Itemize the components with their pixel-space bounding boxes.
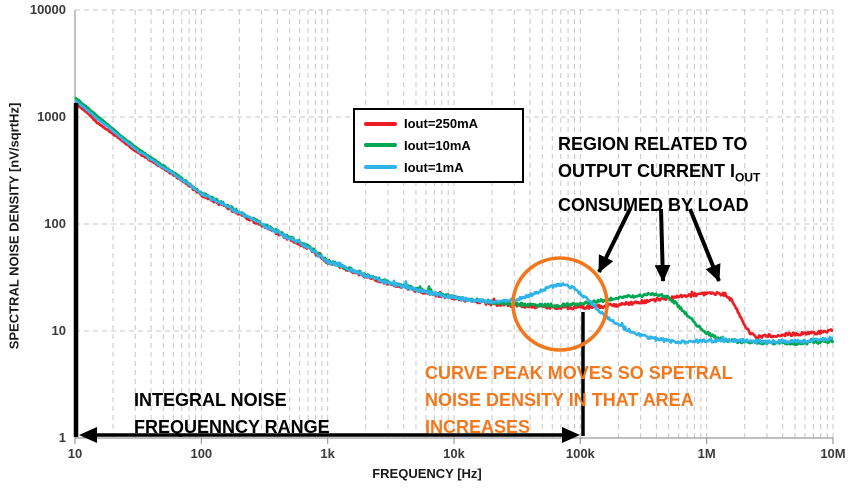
x-axis-title: FREQUENCY [Hz] <box>372 466 482 481</box>
region-annotation-line3: CONSUMED BY LOAD <box>558 194 749 215</box>
legend-swatch-10mA <box>364 143 397 148</box>
x-tick-label: 1M <box>697 446 716 461</box>
series-line-Iout=1mA <box>74 98 834 345</box>
integral-note-line1: INTEGRAL NOISE <box>134 390 287 410</box>
x-tick-label: 100 <box>190 446 213 461</box>
axis-ticks <box>74 438 834 444</box>
orange-note-line3: INCREASES <box>425 417 531 437</box>
plot-gridlines <box>74 9 834 438</box>
highlight-circle <box>511 256 609 352</box>
integral-note-text: INTEGRAL NOISE FREQUENNCY RANGE <box>134 387 330 441</box>
iout-subscript: OUT <box>735 170 761 185</box>
legend-item-1mA: Iout=1mA <box>364 161 522 174</box>
annotation-arrow-1mA <box>597 208 632 273</box>
y-tick-label: 100 <box>44 216 66 231</box>
y-tick-label: 1 <box>58 430 66 445</box>
x-tick-label: 100k <box>565 446 595 461</box>
series-lines <box>74 96 835 347</box>
y-tick-label: 1000 <box>37 109 66 124</box>
legend-label-1mA: Iout=1mA <box>404 159 464 175</box>
region-annotation-arrows <box>597 208 721 282</box>
x-tick-label: 1k <box>320 446 335 461</box>
legend-label-250mA: Iout=250mA <box>404 116 479 132</box>
region-annotation-text: REGION RELATED TO OUTPUT CURRENT IOUT CO… <box>558 131 760 219</box>
legend-item-10mA: Iout=10mA <box>364 139 522 152</box>
y-tick-label: 10000 <box>29 2 66 17</box>
region-annotation-line1: REGION RELATED TO <box>558 134 748 154</box>
orange-note-line1: CURVE PEAK MOVES SO SPETRAL <box>425 363 733 383</box>
x-tick-label: 10k <box>443 446 465 461</box>
orange-note-text: CURVE PEAK MOVES SO SPETRAL NOISE DENSIT… <box>425 360 733 441</box>
region-annotation-line2: OUTPUT CURRENT IOUT <box>558 161 761 185</box>
x-tick-label: 10M <box>820 446 846 461</box>
legend: Iout=250mA Iout=10mA Iout=1mA <box>353 108 524 183</box>
annotation-arrow-10mA <box>654 208 671 282</box>
legend-swatch-250mA <box>364 121 397 126</box>
annotation-arrow-250mA <box>688 208 721 282</box>
legend-item-250mA: Iout=250mA <box>364 117 522 130</box>
orange-note-line2: NOISE DENSITY IN THAT AREA <box>425 390 694 410</box>
legend-swatch-1mA <box>364 165 397 170</box>
y-tick-label: 10 <box>51 323 66 338</box>
legend-label-10mA: Iout=10mA <box>404 137 471 153</box>
x-tick-label: 10 <box>67 446 83 461</box>
integral-range-arrow <box>79 427 580 443</box>
integral-note-line2: FREQUENNCY RANGE <box>134 417 330 437</box>
